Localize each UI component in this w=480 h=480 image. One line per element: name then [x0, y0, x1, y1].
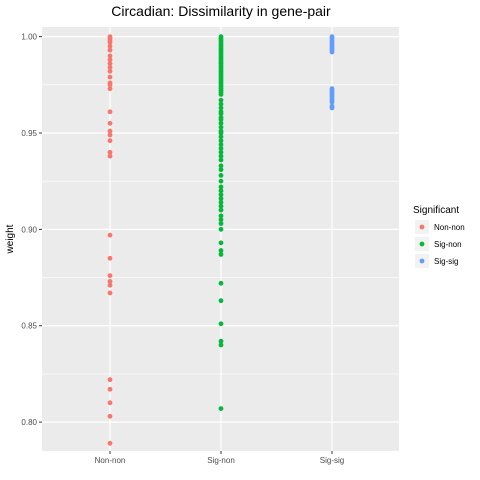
- data-point: [218, 338, 224, 344]
- data-point: [107, 153, 113, 159]
- data-point: [218, 196, 224, 201]
- data-point: [218, 173, 224, 178]
- data-point: [107, 57, 113, 63]
- data-point: [218, 117, 224, 122]
- y-tick-label: 0.90: [21, 225, 37, 234]
- x-tick-label: Non-non: [95, 456, 126, 465]
- data-point: [218, 240, 224, 246]
- data-point: [218, 321, 224, 327]
- data-point: [107, 273, 113, 279]
- y-tick-label: 0.80: [21, 418, 37, 427]
- data-point: [107, 440, 113, 446]
- data-point: [107, 40, 113, 45]
- data-point: [107, 279, 113, 284]
- data-point: [107, 74, 113, 80]
- y-tick-label: 1.00: [21, 33, 37, 42]
- data-point: [107, 82, 113, 88]
- legend: Significant Non-non Sig-non Sig-sig: [413, 205, 465, 268]
- data-point: [218, 163, 224, 169]
- y-tick-label: 0.85: [21, 322, 37, 331]
- data-point: [218, 111, 224, 117]
- data-point: [218, 153, 224, 159]
- data-point: [329, 49, 335, 55]
- data-point: [218, 134, 224, 140]
- data-point: [218, 146, 224, 151]
- data-point: [218, 226, 224, 232]
- data-point: [218, 280, 224, 286]
- legend-marker: [419, 258, 425, 264]
- data-point: [107, 377, 113, 383]
- data-point: [107, 68, 113, 74]
- data-point: [218, 138, 224, 144]
- data-point: [218, 124, 224, 130]
- data-point: [107, 138, 113, 144]
- data-point: [218, 203, 224, 209]
- data-point: [218, 248, 224, 253]
- data-point: [218, 120, 224, 126]
- data-point: [218, 101, 224, 107]
- data-point: [218, 217, 224, 223]
- data-point: [107, 120, 113, 126]
- y-tick-label: 0.95: [21, 129, 37, 138]
- legend-label: Sig-non: [434, 240, 462, 249]
- y-axis: 0.80 0.85 0.90 0.95 1.00: [21, 33, 42, 427]
- data-point: [218, 252, 224, 257]
- data-point: [218, 178, 224, 184]
- data-point: [218, 130, 224, 136]
- legend-label: Non-non: [434, 223, 465, 232]
- data-point: [218, 184, 224, 190]
- data-point: [107, 255, 113, 261]
- data-point: [107, 86, 113, 92]
- data-point: [218, 199, 224, 205]
- data-point: [107, 65, 113, 70]
- legend-label: Sig-sig: [434, 257, 458, 266]
- data-point: [218, 167, 224, 173]
- data-point: [107, 400, 113, 406]
- data-point: [218, 342, 224, 348]
- data-points: [107, 34, 335, 446]
- legend-marker: [419, 241, 425, 247]
- chart-title: Circadian: Dissimilarity in gene-pair: [111, 3, 331, 19]
- data-point: [107, 53, 113, 59]
- data-point: [218, 213, 224, 219]
- data-point: [218, 92, 224, 97]
- legend-marker: [419, 224, 425, 230]
- data-point: [218, 157, 224, 163]
- data-point: [218, 105, 224, 111]
- data-point: [218, 192, 224, 198]
- data-point: [107, 232, 113, 238]
- data-point: [329, 105, 335, 111]
- y-axis-label: weight: [5, 224, 16, 254]
- legend-title: Significant: [413, 205, 459, 216]
- data-point: [107, 149, 113, 155]
- data-point: [218, 188, 224, 194]
- x-tick-label: Sig-non: [207, 456, 235, 465]
- x-axis: Non-non Sig-non Sig-sig: [95, 451, 344, 465]
- data-point: [107, 47, 113, 53]
- data-point: [107, 413, 113, 419]
- x-tick-label: Sig-sig: [320, 456, 344, 465]
- data-point: [107, 43, 113, 49]
- data-point: [107, 61, 113, 67]
- data-point: [107, 128, 113, 134]
- data-point: [107, 282, 113, 288]
- data-point: [107, 386, 113, 392]
- data-point: [218, 406, 224, 411]
- data-point: [107, 132, 113, 138]
- data-point: [218, 97, 224, 103]
- data-point: [218, 298, 224, 304]
- data-point: [107, 109, 113, 115]
- data-point: [218, 142, 224, 147]
- data-point: [218, 149, 224, 155]
- data-point: [107, 290, 113, 296]
- data-point: [218, 207, 224, 213]
- data-point: [218, 221, 224, 226]
- data-point: [329, 99, 335, 105]
